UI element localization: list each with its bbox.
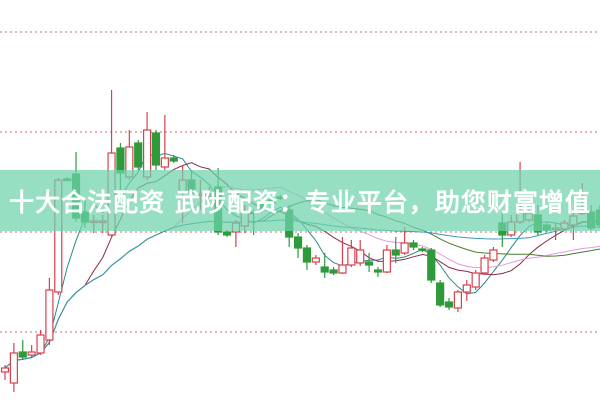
candle-up bbox=[480, 257, 489, 274]
candle-up bbox=[9, 352, 18, 384]
candle-down bbox=[293, 236, 303, 249]
candle-down bbox=[365, 261, 374, 266]
title-banner: 十大合法配资 武陟配资：专业平台，助您财富增值 bbox=[0, 170, 600, 231]
candle-down bbox=[222, 231, 232, 236]
candle-up bbox=[356, 249, 365, 264]
candle-up bbox=[453, 291, 463, 309]
candle-up bbox=[462, 284, 471, 293]
candle-down bbox=[427, 249, 436, 281]
candle-down bbox=[134, 142, 143, 168]
candle-up bbox=[471, 272, 480, 288]
candle-down bbox=[329, 269, 338, 274]
candle-down bbox=[409, 242, 418, 248]
candle-down bbox=[391, 249, 400, 256]
candle-up bbox=[36, 334, 45, 354]
candle-up bbox=[347, 247, 356, 266]
candle-down bbox=[18, 351, 27, 358]
candle-up bbox=[160, 157, 169, 168]
candle-down bbox=[436, 282, 445, 306]
candle-down bbox=[169, 157, 178, 162]
candle-up bbox=[311, 257, 320, 263]
candle-up bbox=[489, 249, 498, 261]
candle-up bbox=[0, 367, 10, 373]
candle-up bbox=[400, 242, 409, 254]
candle-down bbox=[418, 248, 427, 252]
candle-down bbox=[320, 266, 329, 273]
candle-down bbox=[302, 247, 312, 263]
candle-up bbox=[382, 249, 391, 273]
candle-down bbox=[373, 269, 383, 273]
ma60-line bbox=[4, 219, 600, 369]
candle-down bbox=[151, 132, 161, 166]
candle-up bbox=[338, 264, 347, 274]
candle-up bbox=[45, 289, 54, 341]
candle-down bbox=[444, 301, 454, 308]
candle-up bbox=[27, 351, 36, 356]
banner-title: 十大合法配资 武陟配资：专业平台，助您财富增值 bbox=[9, 187, 591, 217]
